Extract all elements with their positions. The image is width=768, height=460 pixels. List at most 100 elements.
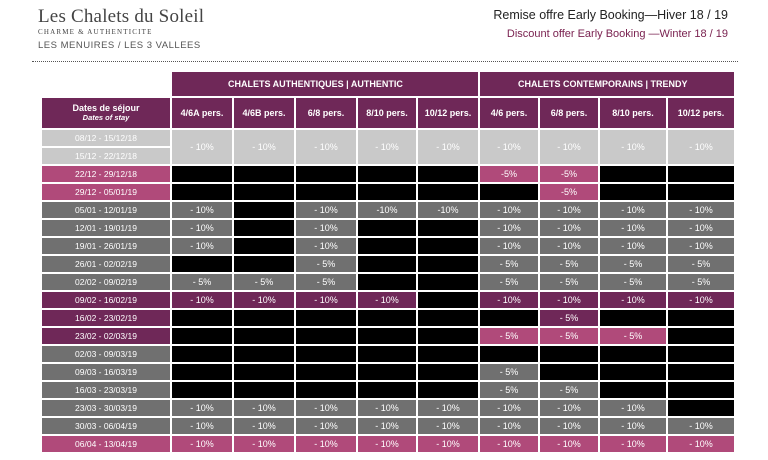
row-dates: 06/04 - 13/04/19 — [42, 436, 170, 452]
discount-cell — [600, 382, 666, 398]
discount-cell: - 10% — [296, 436, 356, 452]
table-row: 19/01 - 26/01/19- 10% - 10% - 10% - 10% - 10… — [42, 238, 734, 254]
discount-cell — [480, 310, 538, 326]
discount-cell — [418, 292, 478, 308]
discount-cell: - 10% — [418, 418, 478, 434]
discount-cell — [480, 346, 538, 362]
discount-cell: - 5% — [480, 274, 538, 290]
row-dates: 30/03 - 06/04/19 — [42, 418, 170, 434]
discount-cell — [358, 274, 416, 290]
discount-cell — [418, 256, 478, 272]
discount-cell — [668, 400, 734, 416]
discount-cell: - 10% — [234, 130, 294, 164]
discount-cell — [540, 346, 598, 362]
discount-cell: - 10% — [600, 238, 666, 254]
discount-cell: - 10% — [600, 220, 666, 236]
discount-cell: - 5% — [540, 328, 598, 344]
discount-cell — [358, 238, 416, 254]
table-row: 23/03 - 30/03/19- 10% - 10% - 10% - 10% - 10… — [42, 400, 734, 416]
discount-cell: - 10% — [600, 418, 666, 434]
dates-header-fr: Dates de séjour — [72, 103, 140, 113]
discount-cell — [358, 220, 416, 236]
discount-cell — [668, 184, 734, 200]
dotted-divider — [32, 61, 738, 62]
dates-header-en: Dates of stay — [82, 113, 130, 122]
row-dates: 02/03 - 09/03/19 — [42, 346, 170, 362]
discount-cell — [234, 328, 294, 344]
row-dates: 29/12 - 05/01/19 — [42, 184, 170, 200]
discount-cell: - 10% — [418, 436, 478, 452]
column-header: 6/8 pers. — [540, 98, 598, 128]
discount-cell — [668, 166, 734, 182]
discount-cell: - 10% — [234, 292, 294, 308]
discount-cell — [296, 184, 356, 200]
table-row: 22/12 - 29/12/18 -5% -5% — [42, 166, 734, 182]
discount-cell: - 10% — [668, 202, 734, 218]
discount-cell: - 5% — [480, 364, 538, 380]
discount-cell: - 5% — [234, 274, 294, 290]
discount-cell — [418, 184, 478, 200]
discount-cell: - 10% — [296, 202, 356, 218]
discount-cell — [234, 202, 294, 218]
row-dates: 12/01 - 19/01/19 — [42, 220, 170, 236]
discount-cell: - 10% — [296, 418, 356, 434]
discount-cell: - 10% — [172, 130, 232, 164]
table-row: 05/01 - 12/01/19- 10% - 10% -10% -10% - 10% -… — [42, 202, 734, 218]
table-row: 12/01 - 19/01/19- 10% - 10% - 10% - 10% - 10… — [42, 220, 734, 236]
discount-cell — [418, 382, 478, 398]
discount-cell: - 10% — [480, 220, 538, 236]
discount-cell: - 10% — [540, 220, 598, 236]
discount-cell — [234, 256, 294, 272]
discount-cell: - 10% — [172, 202, 232, 218]
discount-cell: - 5% — [480, 382, 538, 398]
table-row: 08/12 - 15/12/18- 10% - 10% - 10% - 10% - 10… — [42, 130, 734, 164]
row-dates: 22/12 - 29/12/18 — [42, 166, 170, 182]
discount-cell: - 10% — [540, 202, 598, 218]
row-dates: 23/03 - 30/03/19 — [42, 400, 170, 416]
discount-cell: - 10% — [540, 436, 598, 452]
discount-cell: - 10% — [358, 130, 416, 164]
table-row: 02/02 - 09/02/19- 5% - 5% - 5% - 5% - 5% - 5%… — [42, 274, 734, 290]
discount-cell: -10% — [358, 202, 416, 218]
column-header: 4/6A pers. — [172, 98, 232, 128]
discount-cell — [600, 184, 666, 200]
discount-cell — [358, 364, 416, 380]
discount-cell — [358, 310, 416, 326]
column-header: 8/10 pers. — [600, 98, 666, 128]
discount-cell — [234, 184, 294, 200]
discount-cell: - 10% — [600, 202, 666, 218]
discount-cell — [600, 166, 666, 182]
row-dates: 08/12 - 15/12/18 — [42, 130, 170, 146]
discount-cell: - 10% — [480, 202, 538, 218]
discount-cell — [418, 346, 478, 362]
discount-cell: - 5% — [540, 310, 598, 326]
discount-cell: - 10% — [358, 418, 416, 434]
discount-cell — [668, 364, 734, 380]
row-dates: 19/01 - 26/01/19 — [42, 238, 170, 254]
discount-cell — [296, 310, 356, 326]
discount-cell — [668, 382, 734, 398]
discount-cell — [358, 346, 416, 362]
discount-cell: - 5% — [540, 382, 598, 398]
discount-cell — [358, 256, 416, 272]
table-row: 15/12 - 22/12/18 — [42, 148, 734, 164]
discount-cell: - 10% — [600, 292, 666, 308]
discount-cell — [600, 364, 666, 380]
table-row: 23/02 - 02/03/19- 5% - 5% - 5% — [42, 328, 734, 344]
discount-cell — [418, 166, 478, 182]
discount-cell: - 5% — [668, 274, 734, 290]
discount-cell: - 10% — [234, 400, 294, 416]
discount-cell — [296, 346, 356, 362]
row-dates: 09/03 - 16/03/19 — [42, 364, 170, 380]
discount-cell — [358, 184, 416, 200]
location-label: LES MENUIRES / LES 3 VALLEES — [38, 40, 201, 51]
discount-cell — [172, 364, 232, 380]
discount-cell: - 10% — [234, 436, 294, 452]
discount-cell: - 10% — [172, 292, 232, 308]
discount-cell: - 5% — [296, 274, 356, 290]
discount-cell: - 10% — [418, 130, 478, 164]
discount-cell — [234, 346, 294, 362]
discount-cell — [418, 238, 478, 254]
discount-cell — [172, 328, 232, 344]
discount-cell — [234, 364, 294, 380]
